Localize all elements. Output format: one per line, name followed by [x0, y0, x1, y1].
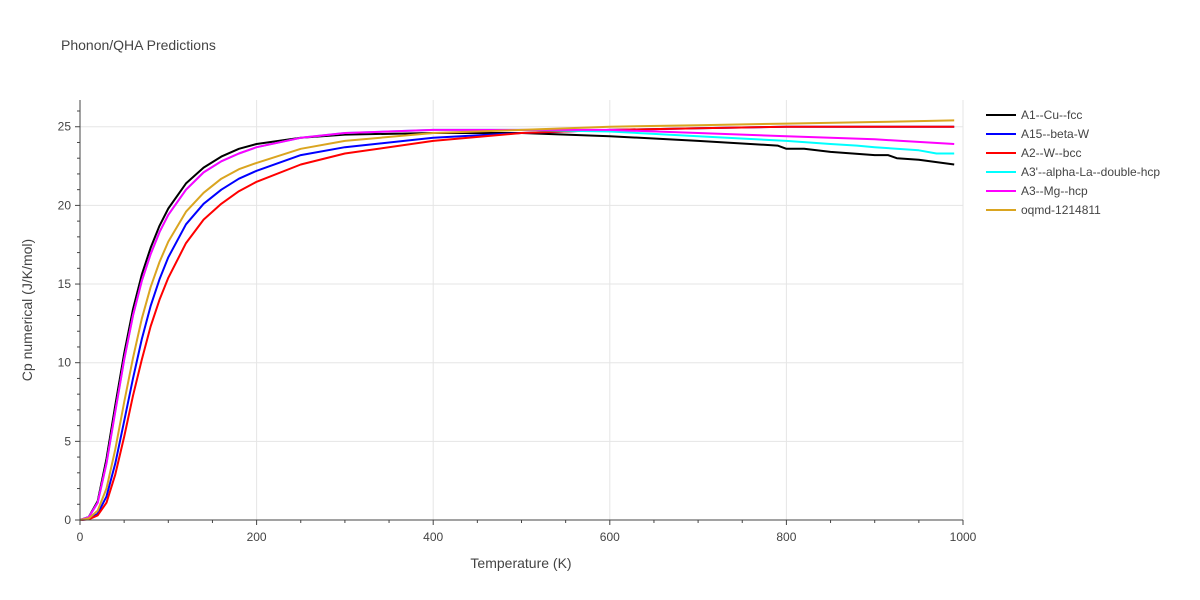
legend-label: A3'--alpha-La--double-hcp	[1021, 165, 1160, 179]
x-axis-title: Temperature (K)	[470, 555, 571, 571]
axes: 0 200 400 600 800 1000 0 5 10 15 20 25	[58, 100, 977, 544]
x-tick-label: 1000	[950, 530, 977, 544]
y-tick-label: 15	[58, 277, 72, 291]
y-tick-label: 25	[58, 120, 72, 134]
y-axis-title: Cp numerical (J/K/mol)	[19, 239, 35, 381]
legend: A1--Cu--fcc A15--beta-W A2--W--bcc A3'--alp…	[986, 108, 1160, 217]
plot-area	[79, 119, 955, 521]
series-line-1	[79, 132, 955, 521]
x-tick-label: 800	[776, 530, 796, 544]
legend-label: A2--W--bcc	[1021, 146, 1081, 160]
y-tick-label: 20	[58, 198, 72, 212]
x-tick-label: 200	[247, 530, 267, 544]
legend-label: A1--Cu--fcc	[1021, 108, 1082, 122]
series-line-5	[79, 128, 955, 521]
y-tick-label: 0	[64, 513, 71, 527]
x-tick-label: 600	[600, 530, 620, 544]
series-line-6	[79, 119, 955, 521]
x-tick-label: 400	[423, 530, 443, 544]
x-tick-label: 0	[77, 530, 84, 544]
y-tick-label: 5	[64, 434, 71, 448]
legend-label: oqmd-1214811	[1021, 203, 1101, 217]
chart-title: Phonon/QHA Predictions	[61, 37, 216, 53]
legend-label: A3--Mg--hcp	[1021, 184, 1088, 198]
y-tick-label: 10	[58, 356, 72, 370]
legend-label: A15--beta-W	[1021, 127, 1090, 141]
series-line-4	[79, 128, 955, 521]
